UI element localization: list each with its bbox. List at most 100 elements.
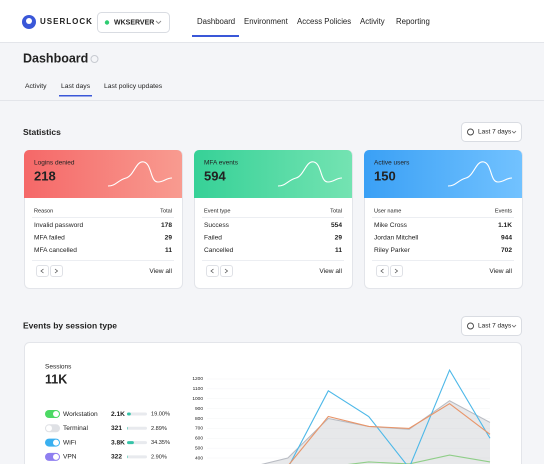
- stat-card-value: 218: [34, 168, 56, 183]
- series-count: 321: [111, 425, 122, 432]
- sparkline: [107, 161, 173, 187]
- column-header: Total: [330, 208, 342, 214]
- view-all-link[interactable]: View all: [489, 268, 512, 275]
- series-name: WiFi: [63, 439, 77, 446]
- nav-item[interactable]: Reporting: [396, 17, 430, 26]
- nav-item[interactable]: Dashboard: [197, 17, 235, 26]
- row-label: MFA failed: [34, 234, 65, 241]
- nav-item[interactable]: Activity: [360, 17, 385, 26]
- range-dropdown[interactable]: [461, 122, 522, 142]
- share-track: [127, 455, 147, 459]
- share-bar: [127, 441, 134, 445]
- nav-item[interactable]: Environment: [244, 17, 289, 26]
- series-count: 3.8K: [111, 439, 125, 446]
- y-tick-label: 900: [195, 406, 203, 412]
- pager-chevron: [224, 268, 229, 274]
- nav-item[interactable]: Access Policies: [297, 17, 351, 26]
- row-label[interactable]: Mike Cross: [374, 222, 408, 229]
- share-label: 34.35%: [151, 440, 170, 446]
- clock-icon: [467, 322, 474, 330]
- share-bar: [127, 455, 128, 459]
- row-label[interactable]: Riley Parker: [374, 247, 411, 254]
- share-track: [127, 426, 147, 430]
- row-label: MFA cancelled: [34, 247, 77, 254]
- page-title: Dashboard: [23, 51, 88, 65]
- toggle-knob: [53, 439, 59, 446]
- column-header: Total: [160, 208, 172, 214]
- series-name: Workstation: [63, 411, 98, 418]
- stat-card-value: 150: [374, 168, 396, 183]
- range-chevron: [511, 324, 517, 328]
- y-tick-label: 1200: [192, 376, 203, 382]
- row-value: 702: [501, 247, 512, 254]
- y-tick-label: 600: [195, 436, 203, 442]
- prev-page-button[interactable]: [36, 265, 49, 277]
- share-label: 2.90%: [151, 454, 167, 460]
- sparkline: [277, 161, 343, 187]
- refresh-icon[interactable]: [90, 55, 99, 63]
- prev-page-button[interactable]: [206, 265, 219, 277]
- tab-active-indicator: [59, 95, 92, 97]
- y-tick-label: 800: [195, 416, 203, 422]
- column-header: Event type: [204, 208, 230, 214]
- range-label: Last 7 days: [478, 129, 512, 136]
- series-name: VPN: [63, 454, 77, 461]
- row-label: Invalid password: [34, 222, 83, 229]
- section-title: Events by session type: [23, 320, 117, 330]
- y-tick-label: 400: [195, 455, 203, 461]
- toggle-knob: [46, 425, 52, 432]
- series-area: [263, 400, 490, 464]
- server-selector[interactable]: [97, 12, 170, 33]
- tab[interactable]: Last policy updates: [104, 83, 163, 90]
- server-status: [104, 20, 110, 25]
- sparkline: [447, 161, 513, 187]
- range-dropdown[interactable]: [461, 316, 522, 336]
- stat-card-title: MFA events: [204, 160, 239, 167]
- next-page-button[interactable]: [220, 265, 233, 277]
- row-value: 11: [335, 247, 342, 254]
- share-track: [127, 412, 147, 416]
- column-header: User name: [374, 208, 401, 214]
- nav-active-indicator: [192, 35, 239, 37]
- row-value: 1.1K: [498, 222, 512, 229]
- clock-icon: [467, 128, 474, 136]
- section-title: Statistics: [23, 127, 61, 137]
- pager-chevron: [380, 268, 384, 274]
- prev-page-button[interactable]: [376, 265, 389, 277]
- pager-chevron: [394, 268, 399, 274]
- stat-card-title: Active users: [374, 160, 410, 167]
- series-count: 322: [111, 454, 122, 461]
- next-page-button[interactable]: [50, 265, 63, 277]
- stat-card-value: 594: [204, 168, 226, 183]
- row-label: Cancelled: [204, 247, 234, 254]
- column-header: Reason: [34, 208, 53, 214]
- y-tick-label: 1000: [192, 396, 203, 402]
- next-page-button[interactable]: [390, 265, 403, 277]
- series-name: Terminal: [63, 425, 88, 432]
- row-value: 944: [501, 234, 512, 241]
- row-label: Success: [204, 222, 230, 229]
- y-tick-label: 500: [195, 445, 203, 451]
- tab[interactable]: Activity: [25, 83, 47, 90]
- events-panel: [24, 342, 522, 464]
- pager-chevron: [54, 268, 59, 274]
- share-label: 2.89%: [151, 426, 167, 432]
- server-chevron: [155, 20, 162, 25]
- column-header: Events: [495, 208, 512, 214]
- series-line: [261, 400, 491, 464]
- range-label: Last 7 days: [478, 323, 512, 330]
- row-value: 11: [165, 247, 172, 254]
- row-value: 178: [161, 222, 172, 229]
- top-bar: [0, 0, 544, 42]
- series-line: [288, 403, 491, 464]
- view-all-link[interactable]: View all: [149, 268, 172, 275]
- sessions-total: 11K: [45, 372, 67, 386]
- toggle-knob: [53, 411, 59, 417]
- tab[interactable]: Last days: [61, 83, 91, 90]
- pager-chevron: [40, 268, 44, 274]
- series-count: 2.1K: [111, 411, 125, 418]
- sessions-label: Sessions: [45, 364, 72, 371]
- row-label[interactable]: Jordan Mitchell: [374, 234, 419, 241]
- view-all-link[interactable]: View all: [319, 268, 342, 275]
